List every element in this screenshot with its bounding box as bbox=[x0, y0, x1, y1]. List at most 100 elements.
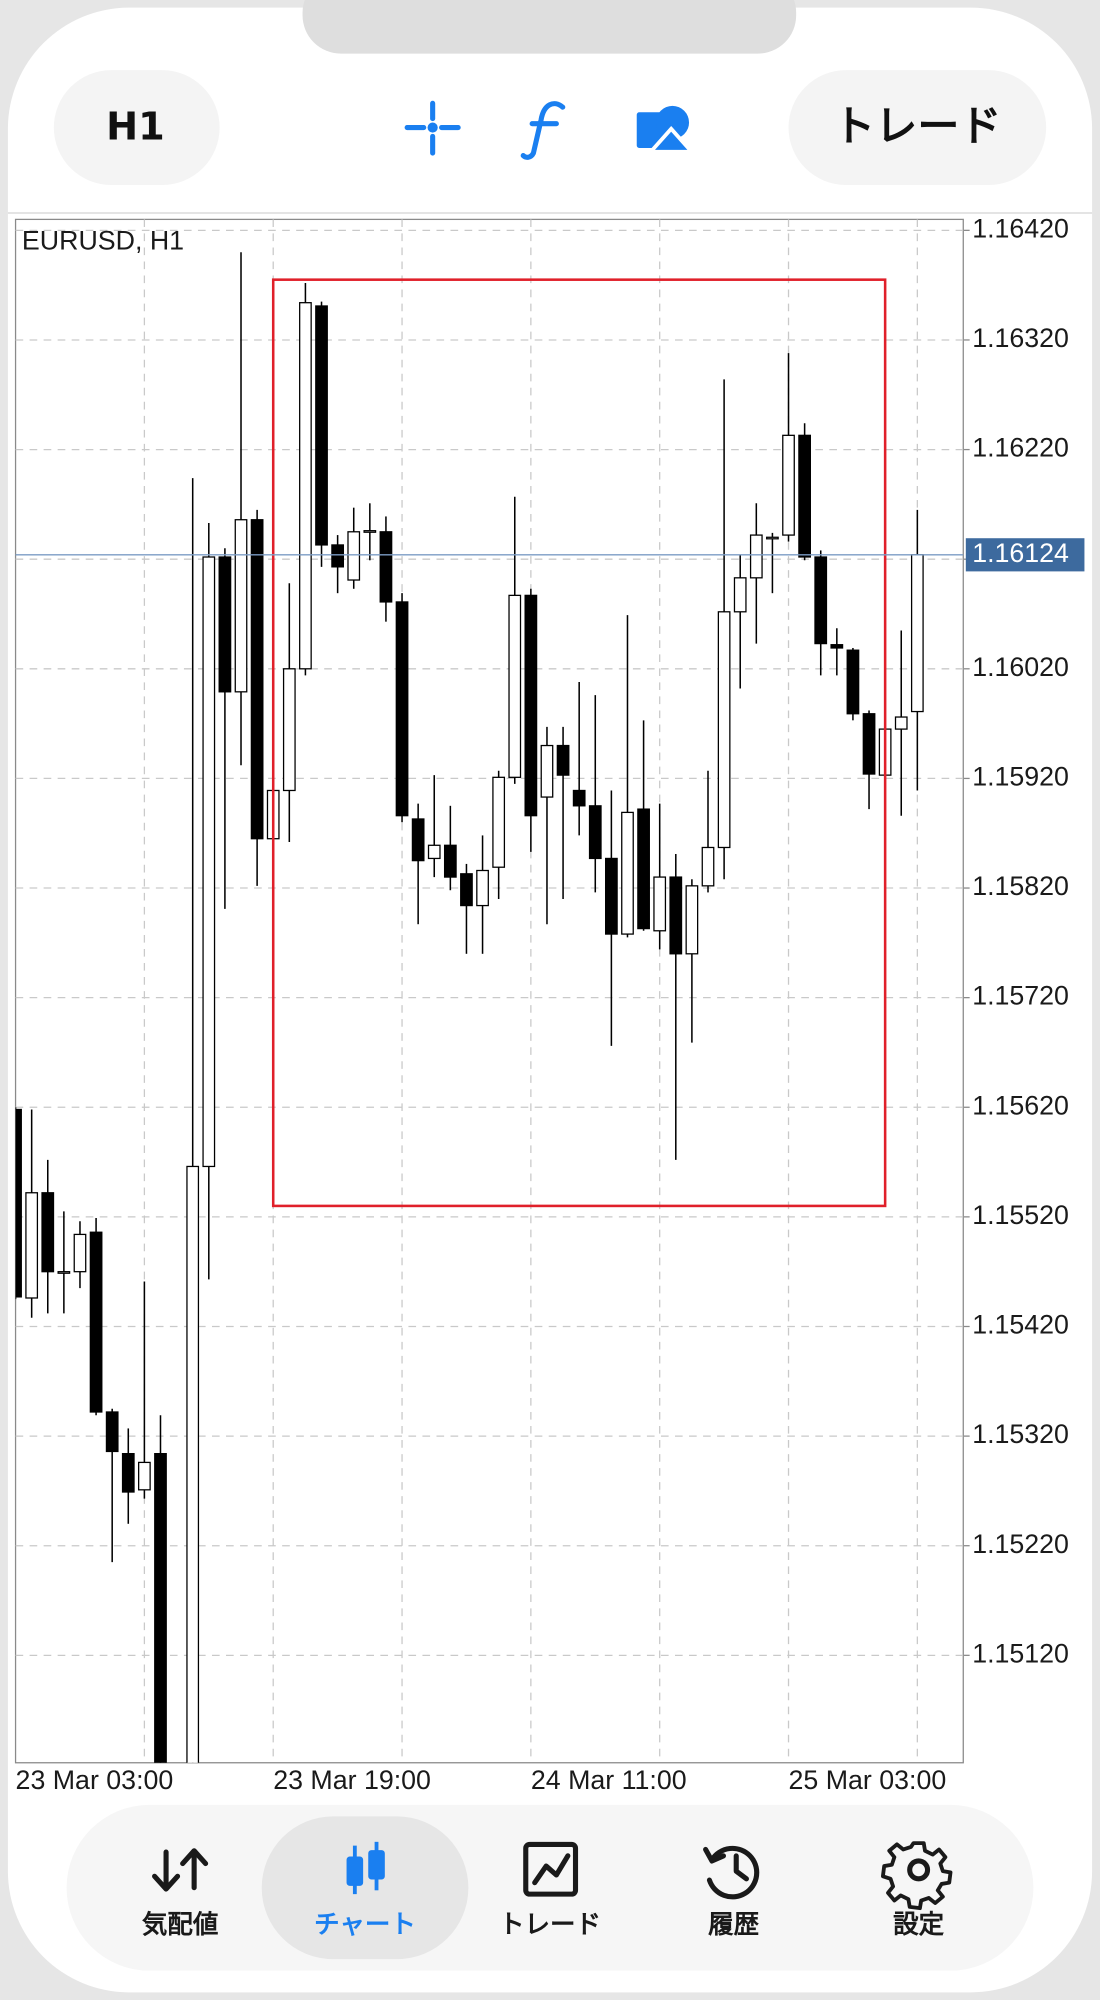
trade-icon[interactable] bbox=[523, 1841, 579, 1897]
timeframe-button[interactable] bbox=[53, 70, 220, 185]
nav-label[interactable]: 設定 bbox=[893, 1910, 945, 1940]
trade-button[interactable] bbox=[788, 70, 1047, 185]
candle-body bbox=[846, 649, 860, 715]
candle-body bbox=[894, 716, 908, 730]
candle-body bbox=[25, 1192, 39, 1299]
nav-label[interactable]: トレード bbox=[499, 1910, 601, 1940]
nav-active-pill bbox=[261, 1816, 469, 1960]
candle-body bbox=[234, 519, 248, 693]
candle-body bbox=[588, 805, 602, 860]
candle-body bbox=[685, 885, 699, 955]
candle-body bbox=[814, 556, 828, 645]
quotes-icon[interactable] bbox=[152, 1848, 209, 1892]
candle-body bbox=[347, 531, 361, 581]
grid bbox=[15, 219, 964, 1763]
candle-body bbox=[476, 869, 489, 907]
nav-label[interactable]: 気配値 bbox=[142, 1910, 219, 1940]
candle-body bbox=[508, 594, 522, 778]
x-tick-label: 25 Mar 03:00 bbox=[789, 1765, 947, 1795]
candle-body bbox=[621, 811, 634, 935]
x-tick-label: 23 Mar 03:00 bbox=[16, 1765, 174, 1795]
candle-body bbox=[460, 873, 473, 907]
objects-icon[interactable] bbox=[636, 105, 696, 154]
candle-body bbox=[299, 302, 312, 670]
x-tick-label: 24 Mar 11:00 bbox=[531, 1765, 687, 1795]
bottom-nav: 気配値 チャート トレード 履歴 設定 bbox=[66, 1804, 1034, 1971]
history-icon[interactable] bbox=[703, 1845, 760, 1900]
crosshair-icon[interactable] bbox=[404, 100, 461, 156]
candle-body bbox=[492, 776, 506, 868]
notch bbox=[302, 0, 797, 54]
candle-body bbox=[524, 594, 538, 817]
candle-body bbox=[218, 556, 232, 693]
candles bbox=[15, 252, 924, 1763]
nav-label[interactable]: 履歴 bbox=[708, 1910, 760, 1940]
toolbar: H1 トレード bbox=[7, 70, 1093, 214]
x-tick-label: 23 Mar 19:00 bbox=[273, 1765, 431, 1795]
candle-body bbox=[282, 668, 296, 792]
y-tick-label: 1.15320 bbox=[972, 1419, 1069, 1449]
candle-body bbox=[186, 1165, 200, 1763]
trade-button-label: トレード bbox=[833, 101, 1001, 150]
y-tick-label: 1.15520 bbox=[972, 1200, 1069, 1230]
candle-body bbox=[733, 577, 747, 613]
y-tick-label: 1.15720 bbox=[972, 981, 1069, 1011]
candle-body bbox=[331, 544, 345, 568]
candle-body bbox=[395, 601, 409, 817]
y-tick-label: 1.15120 bbox=[972, 1638, 1069, 1668]
chart: 1.164201.163201.162201.161201.160201.159… bbox=[14, 213, 1085, 1795]
candle-body bbox=[89, 1231, 103, 1413]
candle-body bbox=[605, 857, 618, 935]
y-tick-label: 1.15620 bbox=[972, 1090, 1069, 1120]
candle-body bbox=[862, 713, 876, 775]
chart-title: EURUSD, H1 bbox=[22, 225, 184, 255]
candle-body bbox=[653, 876, 667, 932]
candle-body bbox=[717, 611, 731, 849]
candle-body bbox=[669, 876, 683, 955]
candle-body bbox=[701, 846, 715, 887]
candle-body bbox=[73, 1233, 87, 1273]
candle-body bbox=[637, 808, 650, 930]
candle-body bbox=[540, 744, 554, 798]
y-tick-label: 1.15820 bbox=[972, 871, 1069, 901]
current-price-badge bbox=[965, 538, 1085, 572]
candle-body bbox=[57, 1271, 71, 1274]
candle-body bbox=[411, 818, 425, 862]
candle-body bbox=[572, 789, 586, 807]
candle-body bbox=[363, 530, 377, 533]
chart-icon[interactable] bbox=[346, 1841, 385, 1895]
candle-body bbox=[830, 644, 844, 649]
y-tick-label: 1.15220 bbox=[972, 1529, 1069, 1559]
function-icon[interactable] bbox=[520, 101, 566, 160]
candle-body bbox=[105, 1411, 119, 1453]
candle-body bbox=[41, 1192, 55, 1273]
candle-body bbox=[443, 844, 457, 878]
candle-body bbox=[250, 519, 264, 840]
candle-body bbox=[427, 844, 441, 860]
candle-body bbox=[749, 534, 763, 579]
candle-body bbox=[379, 531, 393, 603]
candle-body bbox=[556, 744, 570, 776]
current-price-label: 1.16124 bbox=[972, 538, 1069, 568]
y-tick-label: 1.16020 bbox=[972, 652, 1069, 682]
candle-body bbox=[315, 305, 328, 546]
nav-background bbox=[66, 1804, 1034, 1971]
highlight-box bbox=[271, 278, 887, 1208]
y-tick-label: 1.16220 bbox=[972, 433, 1069, 463]
candle-body bbox=[15, 1108, 22, 1298]
settings-icon[interactable] bbox=[880, 1841, 953, 1911]
y-tick-label: 1.15420 bbox=[972, 1310, 1069, 1340]
candle-body bbox=[154, 1453, 167, 1763]
candle-body bbox=[121, 1453, 135, 1493]
y-tick-label: 1.16420 bbox=[972, 213, 1069, 243]
candle-body bbox=[782, 434, 795, 536]
nav-label[interactable]: チャート bbox=[314, 1910, 416, 1940]
y-tick-label: 1.15920 bbox=[972, 761, 1069, 791]
y-tick-label: 1.16320 bbox=[972, 323, 1069, 353]
overlays: 1.164201.163201.162201.161201.160201.159… bbox=[16, 213, 1085, 1795]
candle-body bbox=[910, 554, 924, 713]
timeframe-label: H1 bbox=[106, 104, 165, 149]
